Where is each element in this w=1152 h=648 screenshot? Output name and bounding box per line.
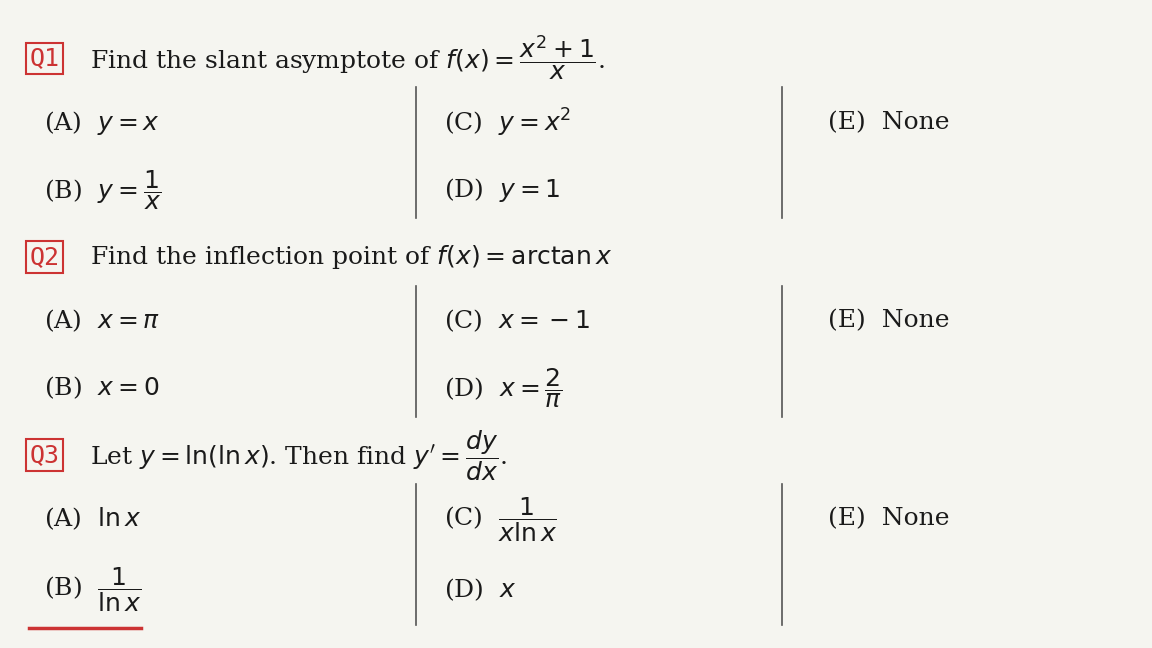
Text: (C)  $y = x^2$: (C) $y = x^2$	[445, 106, 571, 139]
Text: (D)  $x = \dfrac{2}{\pi}$: (D) $x = \dfrac{2}{\pi}$	[445, 366, 563, 410]
Text: Find the inflection point of $f(x) = \arctan x$: Find the inflection point of $f(x) = \ar…	[90, 243, 612, 271]
Text: (D)  $y = 1$: (D) $y = 1$	[445, 176, 561, 203]
Text: (A)  $y = x$: (A) $y = x$	[44, 108, 160, 137]
Text: (B)  $x = 0$: (B) $x = 0$	[44, 375, 160, 401]
Text: (A)  $x = \pi$: (A) $x = \pi$	[44, 308, 160, 334]
Text: Q2: Q2	[29, 245, 59, 269]
Text: Let $y = \ln(\ln x)$. Then find $y' = \dfrac{dy}{dx}$.: Let $y = \ln(\ln x)$. Then find $y' = \d…	[90, 428, 507, 483]
Text: Find the slant asymptote of $f(x) = \dfrac{x^2+1}{x}$.: Find the slant asymptote of $f(x) = \dfr…	[90, 34, 605, 83]
Text: (C)  $\dfrac{1}{x \ln x}$: (C) $\dfrac{1}{x \ln x}$	[445, 494, 558, 544]
Text: (C)  $x = -1$: (C) $x = -1$	[445, 308, 591, 334]
Text: (E)  None: (E) None	[827, 309, 949, 332]
Text: (B)  $\dfrac{1}{\ln x}$: (B) $\dfrac{1}{\ln x}$	[44, 565, 142, 614]
Text: (D)  $x$: (D) $x$	[445, 576, 517, 603]
Text: (B)  $y = \dfrac{1}{x}$: (B) $y = \dfrac{1}{x}$	[44, 168, 161, 212]
Text: (A)  $\ln x$: (A) $\ln x$	[44, 506, 142, 533]
Text: Q3: Q3	[29, 443, 59, 467]
Text: Q1: Q1	[29, 47, 59, 71]
Text: (E)  None: (E) None	[827, 111, 949, 134]
Text: (E)  None: (E) None	[827, 507, 949, 531]
